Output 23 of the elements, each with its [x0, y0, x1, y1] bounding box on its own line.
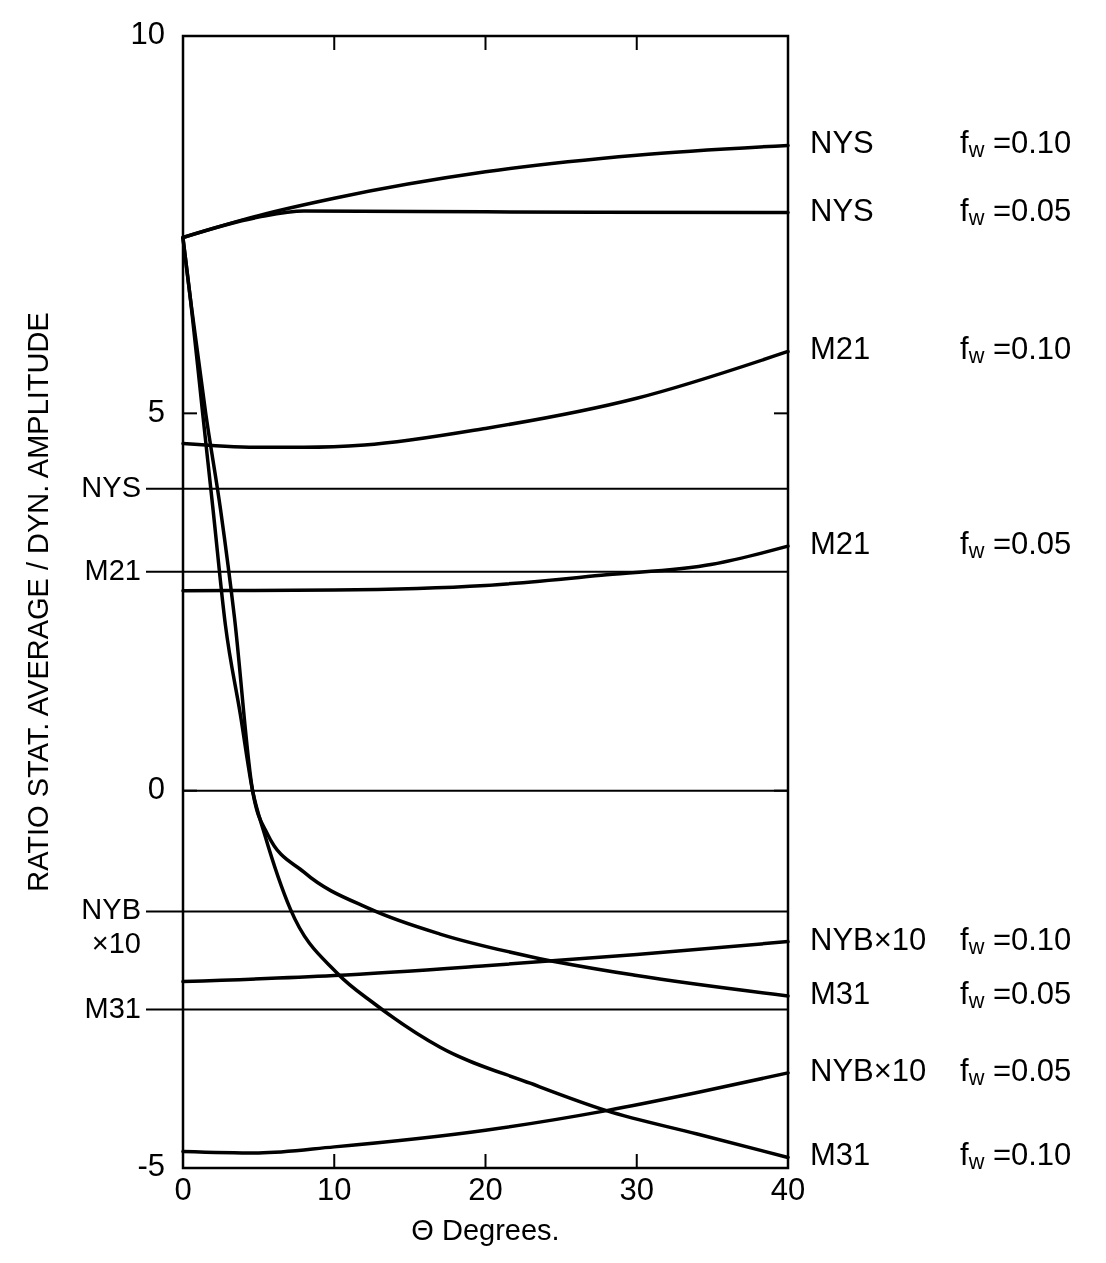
text: NYS f$_{w}$ =0.10 — [810, 125, 1072, 163]
series-label: NYB×10 f$_{w}$ =0.05 — [810, 1053, 1072, 1091]
text: M31 f$_{w}$ =0.05 — [810, 976, 1072, 1014]
ref-line-label: NYB ×10 — [81, 893, 141, 960]
x-axis-title: Θ Degrees. — [411, 1214, 560, 1246]
text: M31 f$_{w}$ =0.10 — [810, 1137, 1072, 1175]
text: M21 f$_{w}$ =0.05 — [810, 526, 1072, 564]
x-tick-label: 30 — [619, 1172, 654, 1207]
x-tick-label: 40 — [770, 1172, 806, 1207]
y-tick-label: 5 — [147, 393, 165, 429]
text: NYS f$_{w}$ =0.05 — [810, 192, 1072, 230]
ref-line-label: NYS — [81, 470, 141, 503]
x-tick-label: 10 — [317, 1172, 352, 1207]
y-tick-label: 10 — [130, 16, 165, 52]
x-tick-label: 20 — [468, 1172, 503, 1207]
text: M21 f$_{w}$ =0.10 — [810, 331, 1072, 369]
y-tick-label: 0 — [147, 770, 165, 806]
ref-line-label: M31 — [84, 991, 141, 1024]
ref-line-label: M21 — [84, 553, 141, 586]
y-tick-label: -5 — [137, 1148, 165, 1184]
series-label: NYB×10 f$_{w}$ =0.10 — [810, 921, 1072, 959]
x-tick-label: 0 — [174, 1172, 192, 1207]
y-axis-title: RATIO STAT. AVERAGE / DYN. AMPLITUDE — [22, 312, 54, 892]
